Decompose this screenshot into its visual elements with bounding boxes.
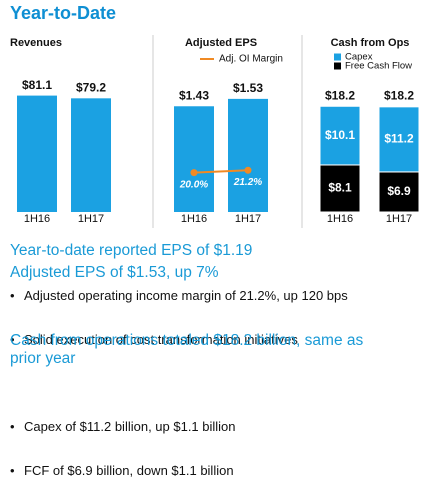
section-heading: Year-to-date reported EPS of $1.19: [10, 242, 253, 259]
segment-label: $10.1: [325, 128, 355, 142]
legend-swatch: [334, 53, 341, 61]
legend-label: Free Cash Flow: [345, 61, 412, 72]
line-label: 21.2%: [233, 177, 262, 188]
legend-label: Adj. OI Margin: [219, 54, 283, 65]
bar-segment: [319, 164, 361, 213]
charts: Year-to-Date Revenues 1H16 1H17 $81.1 $79.2 A…: [10, 3, 420, 228]
x-tick-label: 1H16: [327, 213, 353, 225]
value-label: $1.53: [233, 81, 263, 95]
total-label: $18.2: [384, 88, 414, 102]
segment-label: $11.2: [384, 132, 414, 146]
bar: [71, 98, 111, 212]
bar: [17, 95, 57, 212]
line-label: 20.0%: [179, 179, 208, 190]
x-tick-label: 1H16: [181, 213, 207, 225]
bullet: Solid execution of cost transformation i…: [10, 329, 431, 351]
bullet: Capex of $11.2 billion, up $1.1 billion: [10, 416, 431, 438]
chart-title: Cash from Ops: [331, 37, 410, 49]
chart-title: Adjusted EPS: [185, 37, 257, 49]
slide: Year-to-Date Revenues 1H16 1H17 $81.1 $79.2 A…: [0, 0, 431, 419]
bullet: Adjusted operating income margin of 21.2…: [10, 285, 431, 307]
bullet: FCF of $6.9 billion, down $1.1 billion: [10, 460, 431, 482]
value-label: $81.1: [22, 78, 52, 92]
value-label: $79.2: [76, 80, 106, 94]
line-marker: [190, 169, 198, 177]
bar-segment: [378, 171, 420, 213]
legend-label: Capex: [345, 52, 373, 63]
bar-segment: [378, 106, 420, 173]
x-tick-label: 1H16: [24, 213, 50, 225]
x-tick-label: 1H17: [235, 213, 261, 225]
segment-label: $6.9: [387, 184, 411, 198]
segment-label: $8.1: [328, 181, 352, 195]
x-tick-label: 1H17: [78, 213, 104, 225]
total-label: $18.2: [325, 88, 355, 102]
line-marker: [244, 166, 252, 174]
chart-title: Revenues: [10, 37, 62, 49]
section-heading: Adjusted EPS of $1.53, up 7%: [10, 264, 219, 281]
value-label: $1.43: [179, 88, 209, 102]
x-tick-label: 1H17: [386, 213, 412, 225]
bar-segment: [319, 105, 361, 166]
slide-title: Year-to-Date: [10, 3, 116, 23]
section-heading: Cash from operations totaled $18.2 billi…: [10, 332, 364, 367]
line: [193, 169, 249, 174]
legend-swatch: [334, 62, 341, 70]
bar: [228, 98, 268, 212]
bar: [174, 106, 214, 212]
